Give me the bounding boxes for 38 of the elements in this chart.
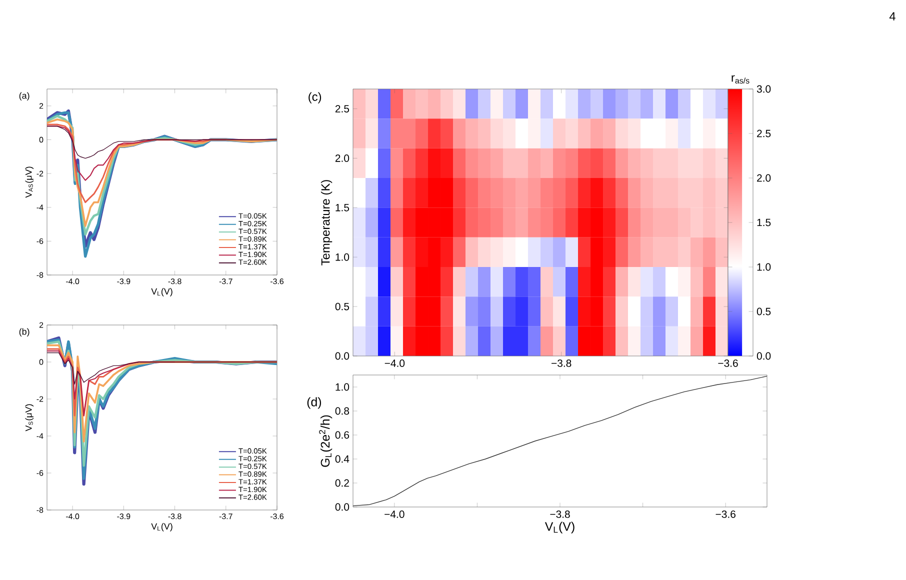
text: 4 [889,12,896,20]
text: (d) [307,397,322,409]
y-axis-title: V$_{S}$(μV) [25,404,34,432]
color-bar-label: 0.0 [756,352,771,360]
y-tick-label: 1.0 [336,253,350,261]
x-axis-title: V$_{L}$(V) [544,522,574,534]
y-tick-label: 0.5 [335,302,350,310]
color-bar-label: 2.0 [757,174,771,182]
color-bar-label: 0.5 [756,308,771,316]
text: (a) [19,92,30,101]
x-tick-label: −3.8 [552,360,572,367]
x-tick-label: −3.6 [718,360,738,367]
y-tick-label: 0.8 [335,407,350,415]
color-bar-label: 1.0 [757,263,771,271]
x-tick-label: −4.0 [384,360,405,367]
x-axis-title: V$_{L}$(V) [151,288,172,296]
x-axis-title: V$_{L}$(V) [151,523,172,532]
y-tick-label: 0.2 [335,479,349,487]
text: (b) [19,328,30,337]
color-bar-label: 1.5 [757,218,771,226]
text: (c) [308,92,322,104]
y-axis-title: Temperature (K) [320,180,332,266]
y-axis-title: G$_{L}$(2e$^{2}$/h) [319,415,332,467]
y-axis-title: V$_{AS}$(μV) [25,166,34,198]
x-tick-label: −4.0 [384,510,404,518]
y-tick-label: 1.0 [336,383,350,391]
y-tick-label: 0.4 [335,455,350,463]
x-tick-label: −3.6 [716,510,736,518]
y-tick-label: 2.5 [335,105,350,112]
y-tick-label: 0.0 [335,503,350,511]
color-bar-label: 3.0 [756,85,771,93]
color-bar-title: r$_{as/s}$ [732,75,750,84]
x-tick-label: −3.8 [550,510,570,518]
color-bar-label: 2.5 [757,130,771,138]
y-tick-label: 1.5 [336,204,350,212]
y-tick-label: 0.0 [335,352,350,360]
y-tick-label: 0.6 [335,431,350,439]
y-tick-label: 2.0 [335,154,350,162]
